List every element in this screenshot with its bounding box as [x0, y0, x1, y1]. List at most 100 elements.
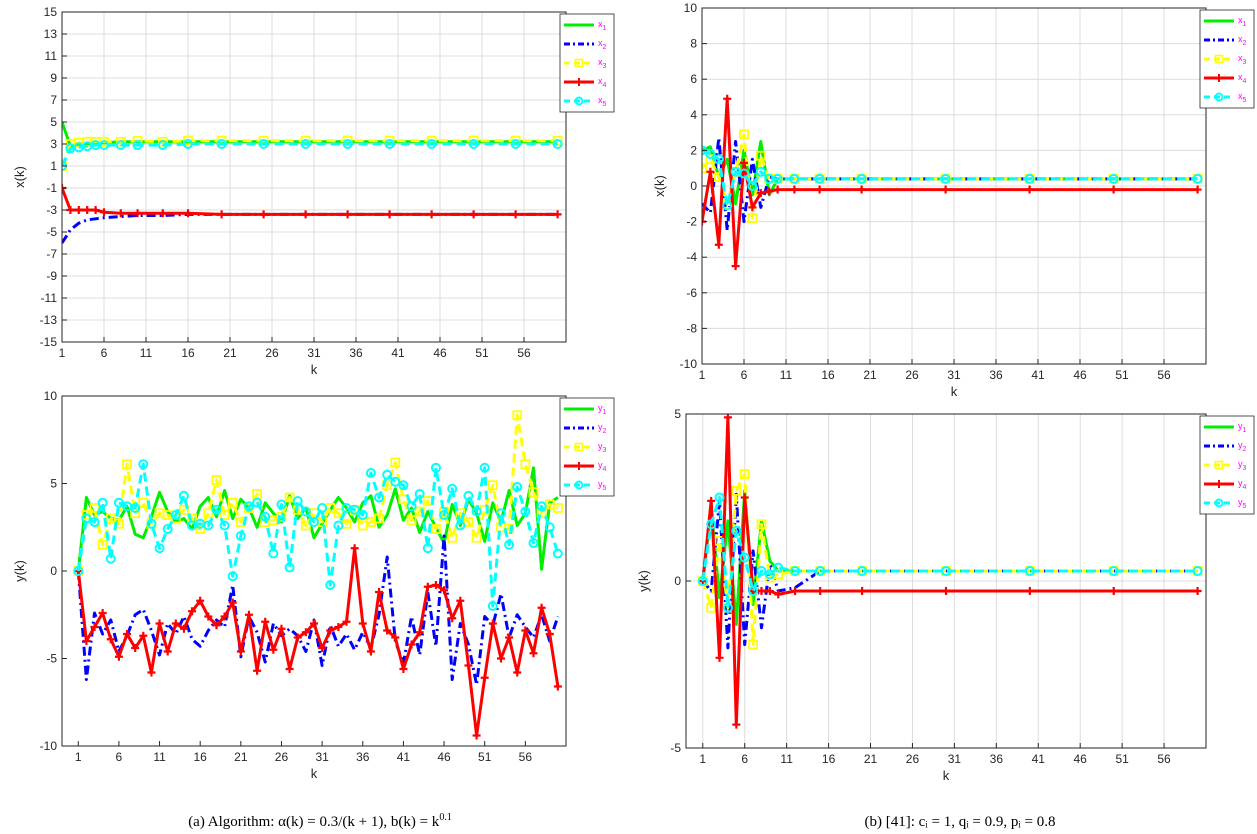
marker-y3	[748, 639, 758, 650]
marker-y4	[707, 496, 716, 505]
y-tick-label: 11	[45, 49, 58, 63]
marker-y5	[706, 519, 717, 530]
marker-x4	[100, 208, 108, 217]
x-tick-label: 46	[437, 750, 451, 764]
series-line-y2	[76, 534, 560, 687]
x-tick-label: 26	[265, 346, 279, 360]
x-tick-label: 56	[519, 750, 533, 764]
marker-y5	[731, 525, 742, 536]
marker-y4	[440, 586, 449, 595]
marker-y4	[147, 668, 156, 677]
marker-y5	[544, 522, 555, 533]
marker-x5	[940, 173, 951, 184]
marker-y4	[277, 624, 286, 633]
y-tick-label: 4	[690, 108, 697, 122]
marker-y3	[512, 410, 523, 421]
y-tick-label: 10	[44, 389, 58, 403]
marker-y4	[269, 645, 278, 654]
marker-y5	[276, 499, 287, 510]
marker-y4	[285, 665, 294, 673]
x-tick-label: 41	[397, 750, 411, 764]
marker-y4	[553, 682, 562, 691]
legend-marker	[575, 78, 583, 86]
series-line-y4	[76, 546, 560, 737]
marker-x3	[183, 135, 193, 146]
marker-x3	[702, 163, 707, 174]
marker-y5	[463, 490, 474, 501]
marker-y4	[155, 619, 164, 628]
marker-x4	[790, 185, 799, 194]
marker-y4	[334, 623, 343, 631]
y-tick-label: 8	[690, 37, 697, 51]
x-tick-label: 1	[59, 346, 66, 360]
marker-y5	[333, 520, 344, 531]
marker-x4	[343, 210, 352, 219]
marker-x4	[773, 185, 782, 194]
legend-marker	[1214, 498, 1224, 508]
marker-x5	[814, 173, 825, 184]
x-tick-label: 36	[356, 750, 370, 764]
marker-y4	[858, 587, 867, 596]
legend-label-y2: y2	[598, 422, 607, 435]
marker-x5	[755, 166, 766, 177]
marker-y5	[130, 503, 141, 513]
legend-marker	[1214, 92, 1224, 102]
marker-y4	[123, 630, 132, 638]
legend: y1 y2 y3 y4 y5	[559, 397, 615, 497]
marker-y4	[196, 596, 205, 605]
marker-x4	[765, 187, 774, 196]
marker-y5	[406, 501, 417, 512]
legend-marker	[574, 58, 584, 68]
marker-y5	[97, 497, 108, 508]
marker-y4	[375, 588, 384, 596]
x-tick-label: 51	[475, 346, 489, 360]
marker-y4	[431, 581, 440, 589]
x-axis-label: k	[311, 362, 318, 377]
caption-b: (b) [41]: cᵢ = 1, qᵢ = 0.9, pᵢ = 0.8	[864, 814, 1055, 830]
marker-y4	[366, 647, 375, 656]
y-tick-label: -10	[40, 739, 58, 753]
marker-y4	[505, 633, 514, 642]
x-tick-label: 11	[780, 752, 793, 766]
marker-y4	[791, 587, 800, 596]
x-tick-label: 31	[948, 752, 962, 766]
x-tick-label: 36	[989, 368, 1003, 382]
y-tick-label: 5	[674, 407, 681, 421]
marker-y5	[479, 462, 490, 473]
x-tick-label: 6	[741, 752, 748, 766]
marker-x5	[132, 140, 143, 151]
y-tick-label: 2	[690, 143, 697, 157]
x-tick-label: 16	[194, 750, 208, 764]
marker-y4	[464, 661, 473, 670]
marker-y5	[520, 506, 531, 517]
marker-y3	[431, 524, 441, 534]
legend-label-y3: y3	[598, 441, 607, 454]
marker-y5	[471, 506, 482, 517]
marker-y5	[81, 513, 92, 524]
marker-y3	[447, 532, 458, 543]
series-line-x5	[62, 142, 558, 167]
y-tick-label: -7	[46, 247, 57, 261]
marker-y5	[739, 552, 750, 563]
marker-y3	[284, 492, 295, 503]
marker-y5	[138, 459, 149, 470]
marker-y5	[390, 476, 401, 487]
marker-x4	[217, 210, 226, 219]
marker-x5	[510, 139, 521, 149]
marker-y4	[399, 665, 408, 673]
marker-y4	[545, 630, 554, 638]
y-axis-label: y(k)	[636, 570, 651, 592]
marker-y4	[480, 673, 489, 682]
marker-y4	[456, 596, 465, 605]
legend: x1 x2 x3 x4 x5	[1199, 9, 1255, 109]
x-axis-label: k	[943, 768, 950, 783]
marker-y5	[146, 518, 157, 529]
y-axis-label: x(k)	[652, 175, 667, 197]
marker-y4	[212, 621, 221, 630]
y-tick-label: -3	[46, 203, 57, 217]
marker-x3	[755, 150, 766, 161]
marker-y5	[162, 524, 173, 534]
legend-label-x1: x1	[1238, 15, 1247, 28]
marker-x5	[99, 140, 109, 151]
marker-y5	[422, 543, 433, 554]
